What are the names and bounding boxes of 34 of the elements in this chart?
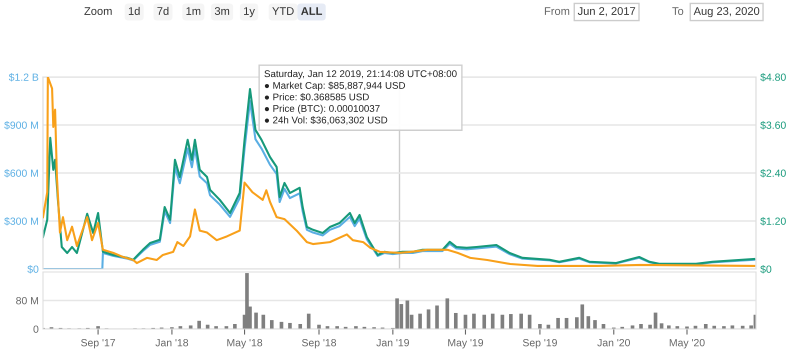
text: 7d bbox=[157, 6, 168, 15]
x-tick-label: Sep '19 bbox=[522, 338, 557, 348]
text: To bbox=[672, 7, 684, 15]
text: YTD bbox=[272, 7, 294, 15]
text: ALL bbox=[301, 7, 322, 15]
y-tick-label: 80 M bbox=[16, 297, 38, 304]
y2-tick-label: $4.80 bbox=[760, 73, 786, 82]
text: 1m bbox=[186, 7, 200, 15]
y2-tick-label: $3.60 bbox=[760, 121, 786, 130]
text: 1d bbox=[128, 6, 140, 15]
annotation: Saturday, Jan 12 2019, 21:14:08 UTC+08:00 ● Market Cap: $85,887,944 USD ● Price: $0.368585 USD ● Price (BTC): 0.00010037 ● 24h Vol: $36,063,302 USD bbox=[264, 70, 457, 125]
x-tick-label: May '20 bbox=[670, 338, 705, 348]
y2-tick-label: $0 bbox=[760, 265, 772, 274]
x-tick-label: May '18 bbox=[227, 338, 262, 348]
y-tick-label: $0 bbox=[27, 265, 38, 274]
x-tick-label: Sep '17 bbox=[81, 338, 116, 348]
x-tick-label: Jan '19 bbox=[376, 338, 409, 346]
y-tick-label: $1.2 B bbox=[8, 73, 38, 82]
y-tick-label: $600 M bbox=[4, 169, 38, 178]
text: Aug 23, 2020 bbox=[694, 7, 760, 18]
text: Zoom bbox=[84, 7, 112, 15]
y-tick-label: $300 M bbox=[4, 217, 38, 226]
text: From bbox=[544, 7, 570, 15]
x-tick-label: Sep '18 bbox=[302, 338, 336, 348]
y-tick-label: $900 M bbox=[4, 121, 38, 130]
y2-tick-label: $1.20 bbox=[760, 217, 786, 226]
y-tick-label: 0 bbox=[33, 326, 38, 333]
x-tick-label: May '19 bbox=[448, 338, 484, 348]
x-tick-label: Jan '20 bbox=[597, 338, 630, 346]
text: Jun 2, 2017 bbox=[578, 7, 636, 16]
y2-tick-label: $2.40 bbox=[760, 169, 786, 178]
x-tick-label: Jan '18 bbox=[155, 338, 188, 346]
text: 3m bbox=[214, 7, 230, 15]
text: 1y bbox=[244, 7, 255, 18]
